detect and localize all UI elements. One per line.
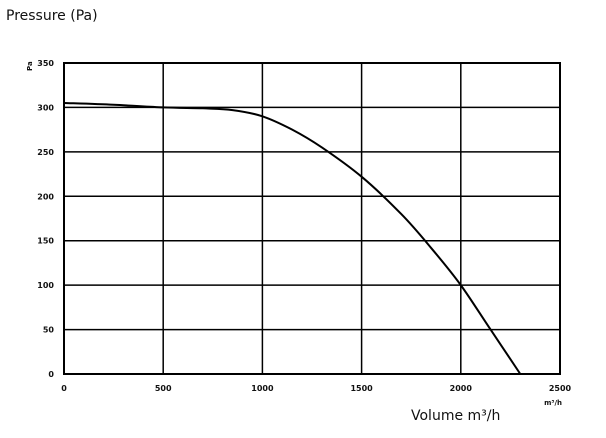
x-axis-title: Volume m³/h	[411, 408, 501, 424]
y-tick-label: 250	[37, 148, 54, 157]
pressure-curve	[63, 102, 522, 375]
plot-frame	[63, 62, 561, 375]
y-tick-label: 50	[43, 326, 55, 335]
x-tick-label: 1500	[350, 384, 373, 393]
y-tick-label: 100	[37, 281, 54, 290]
x-tick-label: 500	[155, 384, 172, 393]
x-tick-labels: 0 500 1000 1500 2000 2500	[61, 384, 571, 393]
x-tick-label: 2500	[549, 384, 572, 393]
y-tick-label: 300	[37, 103, 54, 112]
y-tick-label: 350	[37, 59, 54, 68]
x-tick-label: 2000	[450, 384, 473, 393]
y-axis-unit-label: Pa	[26, 61, 34, 71]
grid-lines	[63, 62, 561, 375]
x-axis-unit-label: m³/h	[544, 399, 562, 407]
y-tick-label: 200	[37, 192, 54, 201]
y-tick-labels: 0 50 100 150 200 250 300 350	[37, 59, 54, 379]
y-tick-label: 0	[48, 370, 54, 379]
x-tick-label: 0	[61, 384, 67, 393]
y-tick-label: 150	[37, 237, 54, 246]
chart-title: Pressure (Pa)	[6, 8, 98, 24]
x-tick-label: 1000	[251, 384, 274, 393]
